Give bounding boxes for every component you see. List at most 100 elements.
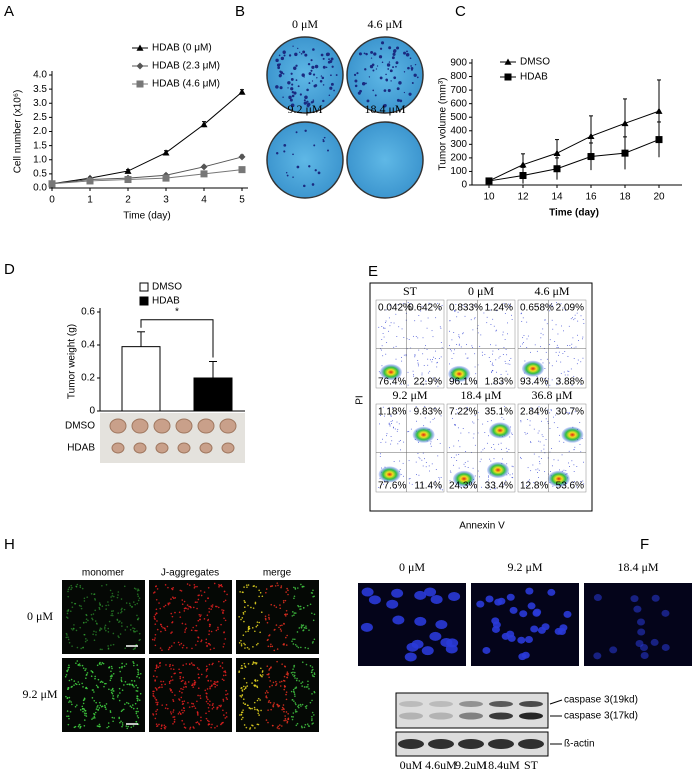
- stain: [210, 726, 212, 729]
- event: [556, 360, 558, 362]
- stain: [138, 676, 141, 679]
- stain: [170, 632, 172, 634]
- colony: [311, 65, 315, 69]
- colony: [290, 87, 294, 91]
- event: [381, 326, 383, 327]
- nucleus: [521, 651, 530, 659]
- event: [511, 465, 513, 467]
- legend-swatch: [139, 296, 149, 306]
- event: [569, 345, 571, 346]
- stain: [80, 647, 82, 650]
- stain: [266, 665, 269, 668]
- event: [464, 466, 466, 468]
- stain: [169, 663, 171, 666]
- stain: [243, 724, 246, 726]
- colony: [387, 68, 390, 70]
- series-line: [488, 139, 660, 182]
- stain: [293, 586, 295, 589]
- stain: [67, 588, 70, 591]
- event: [382, 406, 384, 408]
- stain: [160, 683, 163, 686]
- stain: [243, 688, 246, 691]
- stain: [267, 709, 269, 711]
- colony: [279, 70, 282, 73]
- y-axis-label: Tumor volume (mm³): [438, 78, 449, 171]
- event: [460, 432, 462, 434]
- stain: [194, 629, 197, 632]
- band: [518, 739, 544, 749]
- stain: [157, 686, 160, 689]
- event: [526, 432, 528, 434]
- event: [582, 480, 584, 482]
- stain: [154, 613, 157, 616]
- event: [574, 317, 576, 319]
- x-tick-label: 18: [619, 192, 631, 203]
- stain: [136, 614, 138, 617]
- stain: [220, 623, 222, 626]
- colony: [390, 80, 392, 82]
- stain: [98, 701, 101, 704]
- plate: [346, 36, 424, 114]
- event: [583, 323, 585, 324]
- stain: [238, 615, 240, 618]
- y-tick-label: 4.0: [33, 70, 47, 81]
- event: [386, 342, 388, 343]
- stain: [284, 715, 286, 717]
- stain: [246, 646, 249, 649]
- stain: [281, 725, 283, 727]
- event: [512, 466, 514, 468]
- stain: [222, 709, 224, 712]
- event: [533, 428, 535, 430]
- colony: [353, 73, 357, 76]
- stain: [66, 634, 68, 636]
- event: [565, 470, 567, 472]
- stain: [133, 662, 135, 665]
- colony: [290, 72, 293, 75]
- colony: [303, 76, 305, 78]
- stain: [100, 663, 102, 666]
- stain: [94, 597, 96, 600]
- colony: [322, 140, 325, 143]
- colony: [278, 54, 281, 57]
- event: [385, 320, 387, 322]
- stain: [189, 605, 192, 608]
- stain: [170, 668, 172, 670]
- colony: [395, 61, 399, 65]
- stain: [99, 604, 102, 606]
- stain: [155, 701, 157, 704]
- stain: [225, 712, 228, 714]
- event: [506, 463, 508, 465]
- event: [571, 460, 573, 462]
- event: [390, 415, 392, 417]
- event: [582, 357, 584, 359]
- stain: [79, 709, 82, 711]
- event: [480, 334, 482, 336]
- colony: [322, 138, 324, 141]
- stain: [171, 588, 174, 591]
- event: [482, 423, 484, 425]
- stain: [182, 664, 184, 666]
- event: [571, 412, 573, 414]
- event: [467, 460, 469, 462]
- colony: [322, 84, 325, 86]
- stain: [205, 668, 208, 671]
- stain: [133, 680, 136, 682]
- event: [415, 461, 417, 463]
- stain: [283, 688, 286, 691]
- stain: [205, 641, 208, 644]
- event: [489, 488, 491, 490]
- stain: [169, 711, 172, 713]
- event: [452, 417, 454, 419]
- event: [433, 356, 435, 358]
- stain: [305, 625, 307, 627]
- stain: [162, 680, 165, 683]
- x-axis-label: Time (day): [123, 211, 170, 222]
- stain: [243, 620, 245, 623]
- stain: [113, 595, 115, 598]
- stain: [154, 633, 157, 636]
- colony: [392, 52, 396, 56]
- stain: [155, 667, 157, 670]
- event: [491, 369, 493, 371]
- stain: [155, 713, 158, 715]
- stain: [293, 614, 295, 616]
